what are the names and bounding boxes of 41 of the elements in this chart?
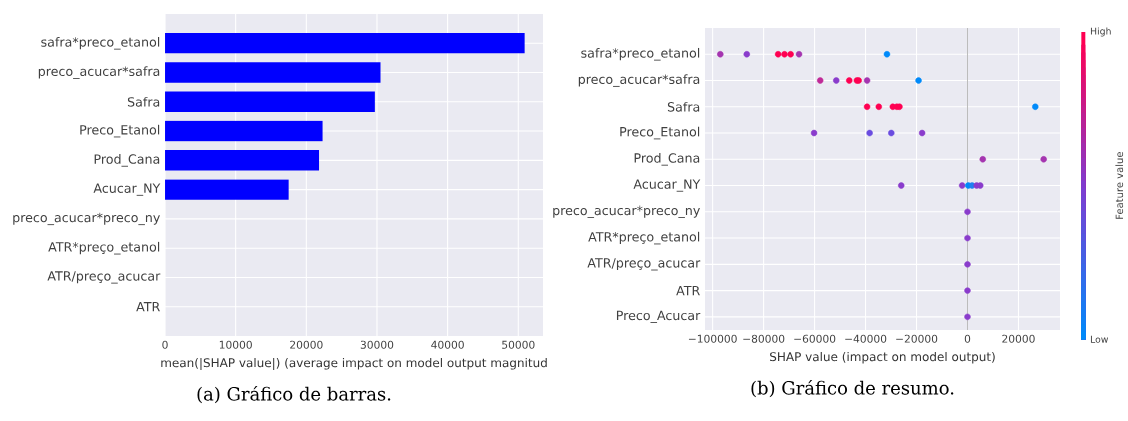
y-tick-label: ATR*preço_etanol xyxy=(48,241,160,255)
x-tick-label: −100000 xyxy=(688,334,737,343)
text: (b) Gráfico de resumo. xyxy=(751,380,954,398)
y-tick-label: safra*preco_etanol xyxy=(41,36,160,50)
x-tick-label: 30000 xyxy=(360,340,394,349)
x-tick-label: 50000 xyxy=(502,340,535,349)
x-tick-label: 10000 xyxy=(219,340,252,349)
y-tick-label: Safra xyxy=(667,101,700,112)
y-tick-label: Acucar_NY xyxy=(93,183,161,196)
x-tick-label: 40000 xyxy=(431,340,464,349)
x-tick-label: 20000 xyxy=(1002,334,1035,343)
x-tick-label: 20000 xyxy=(290,340,323,349)
color-bar-title: Feature value xyxy=(1115,152,1124,219)
x-tick-label: 0 xyxy=(964,334,971,343)
y-tick-label: Preco_Etanol xyxy=(620,126,700,140)
x-axis-title: SHAP value (impact on model output) xyxy=(770,351,995,364)
y-tick-label: safra*preco_etanol xyxy=(581,47,700,61)
y-tick-label: ATR xyxy=(136,302,160,312)
y-tick-label: Acucar_NY xyxy=(633,179,701,192)
x-axis-title: mean(|SHAP value|) (average impact on model output magnitud xyxy=(161,357,547,370)
y-tick-label: preco_acucar*safra xyxy=(578,74,700,87)
text: High xyxy=(1090,27,1111,37)
y-tick-label: Preco_Etanol xyxy=(80,124,160,138)
text: Low xyxy=(1090,335,1109,343)
y-tick-label: Prod_Cana xyxy=(634,153,700,166)
x-tick-label: −40000 xyxy=(845,334,887,343)
y-tick-label: preco_acucar*preco_ny xyxy=(13,212,160,226)
y-tick-label: ATR/preço_acucar xyxy=(587,258,701,271)
y-tick-label: ATR xyxy=(676,285,700,296)
y-tick-label: Prod_Cana xyxy=(94,154,160,167)
text: (a) Gráfico de barras. xyxy=(197,386,391,404)
y-tick-label: ATR*preço_etanol xyxy=(588,231,700,245)
x-tick-label: −80000 xyxy=(743,334,785,343)
x-tick-label: 0 xyxy=(162,340,168,349)
y-tick-label: Preco_Acucar xyxy=(616,310,701,323)
y-tick-label: preco_acucar*safra xyxy=(38,66,160,79)
x-tick-label: −60000 xyxy=(794,334,836,343)
x-tick-label: −20000 xyxy=(896,334,938,343)
y-tick-label: ATR/preço_acucar xyxy=(47,271,161,284)
y-tick-label: preco_acucar*preco_ny xyxy=(553,205,700,219)
y-tick-label: Safra xyxy=(127,96,160,107)
